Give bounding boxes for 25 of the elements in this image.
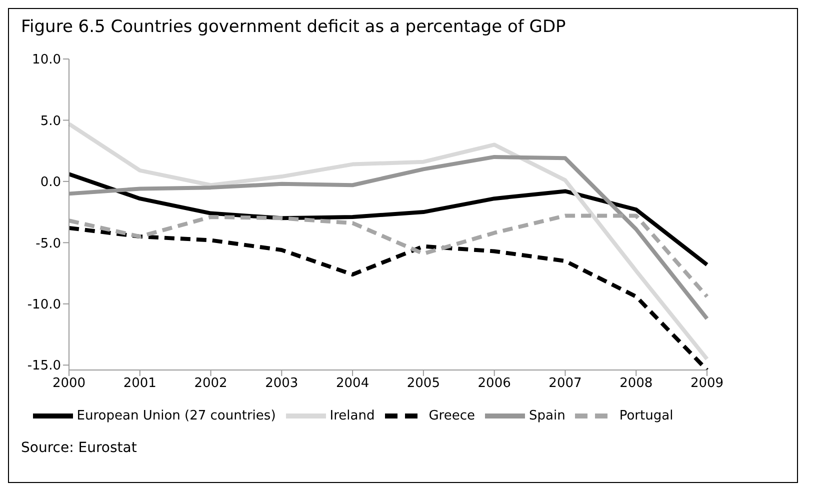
- legend-label: Greece: [428, 408, 476, 424]
- legend-label: Portugal: [619, 408, 674, 424]
- y-tick-label: 10.0: [32, 52, 61, 68]
- x-tick-label: 2008: [620, 376, 653, 392]
- y-tick-label: -15.0: [27, 358, 61, 374]
- x-tick-label: 2001: [123, 376, 156, 392]
- y-tick-label: -5.0: [36, 236, 61, 252]
- x-tick-label: 2003: [265, 376, 298, 392]
- x-tick-label: 2000: [52, 376, 86, 392]
- y-tick-label: -10.0: [27, 297, 61, 312]
- x-tick-label: 2007: [548, 376, 582, 392]
- source-note: Source: Eurostat: [20, 439, 138, 458]
- x-tick-label: 2006: [478, 376, 511, 392]
- y-tick-label: 0.0: [40, 175, 61, 190]
- legend-label: Ireland: [330, 408, 375, 424]
- x-tick-label: 2009: [690, 376, 724, 392]
- x-tick-label: 2004: [336, 376, 370, 392]
- legend-label: Spain: [529, 408, 566, 424]
- legend-label: European Union (27 countries): [76, 408, 276, 424]
- chart-title: Figure 6.5 Countries government deficit as a percentage of GDP: [20, 16, 567, 39]
- x-tick-label: 2005: [406, 376, 440, 392]
- line-series: [67, 122, 709, 361]
- line-series: [67, 172, 709, 267]
- y-tick-label: 5.0: [40, 114, 61, 129]
- x-tick-label: 2002: [194, 376, 228, 392]
